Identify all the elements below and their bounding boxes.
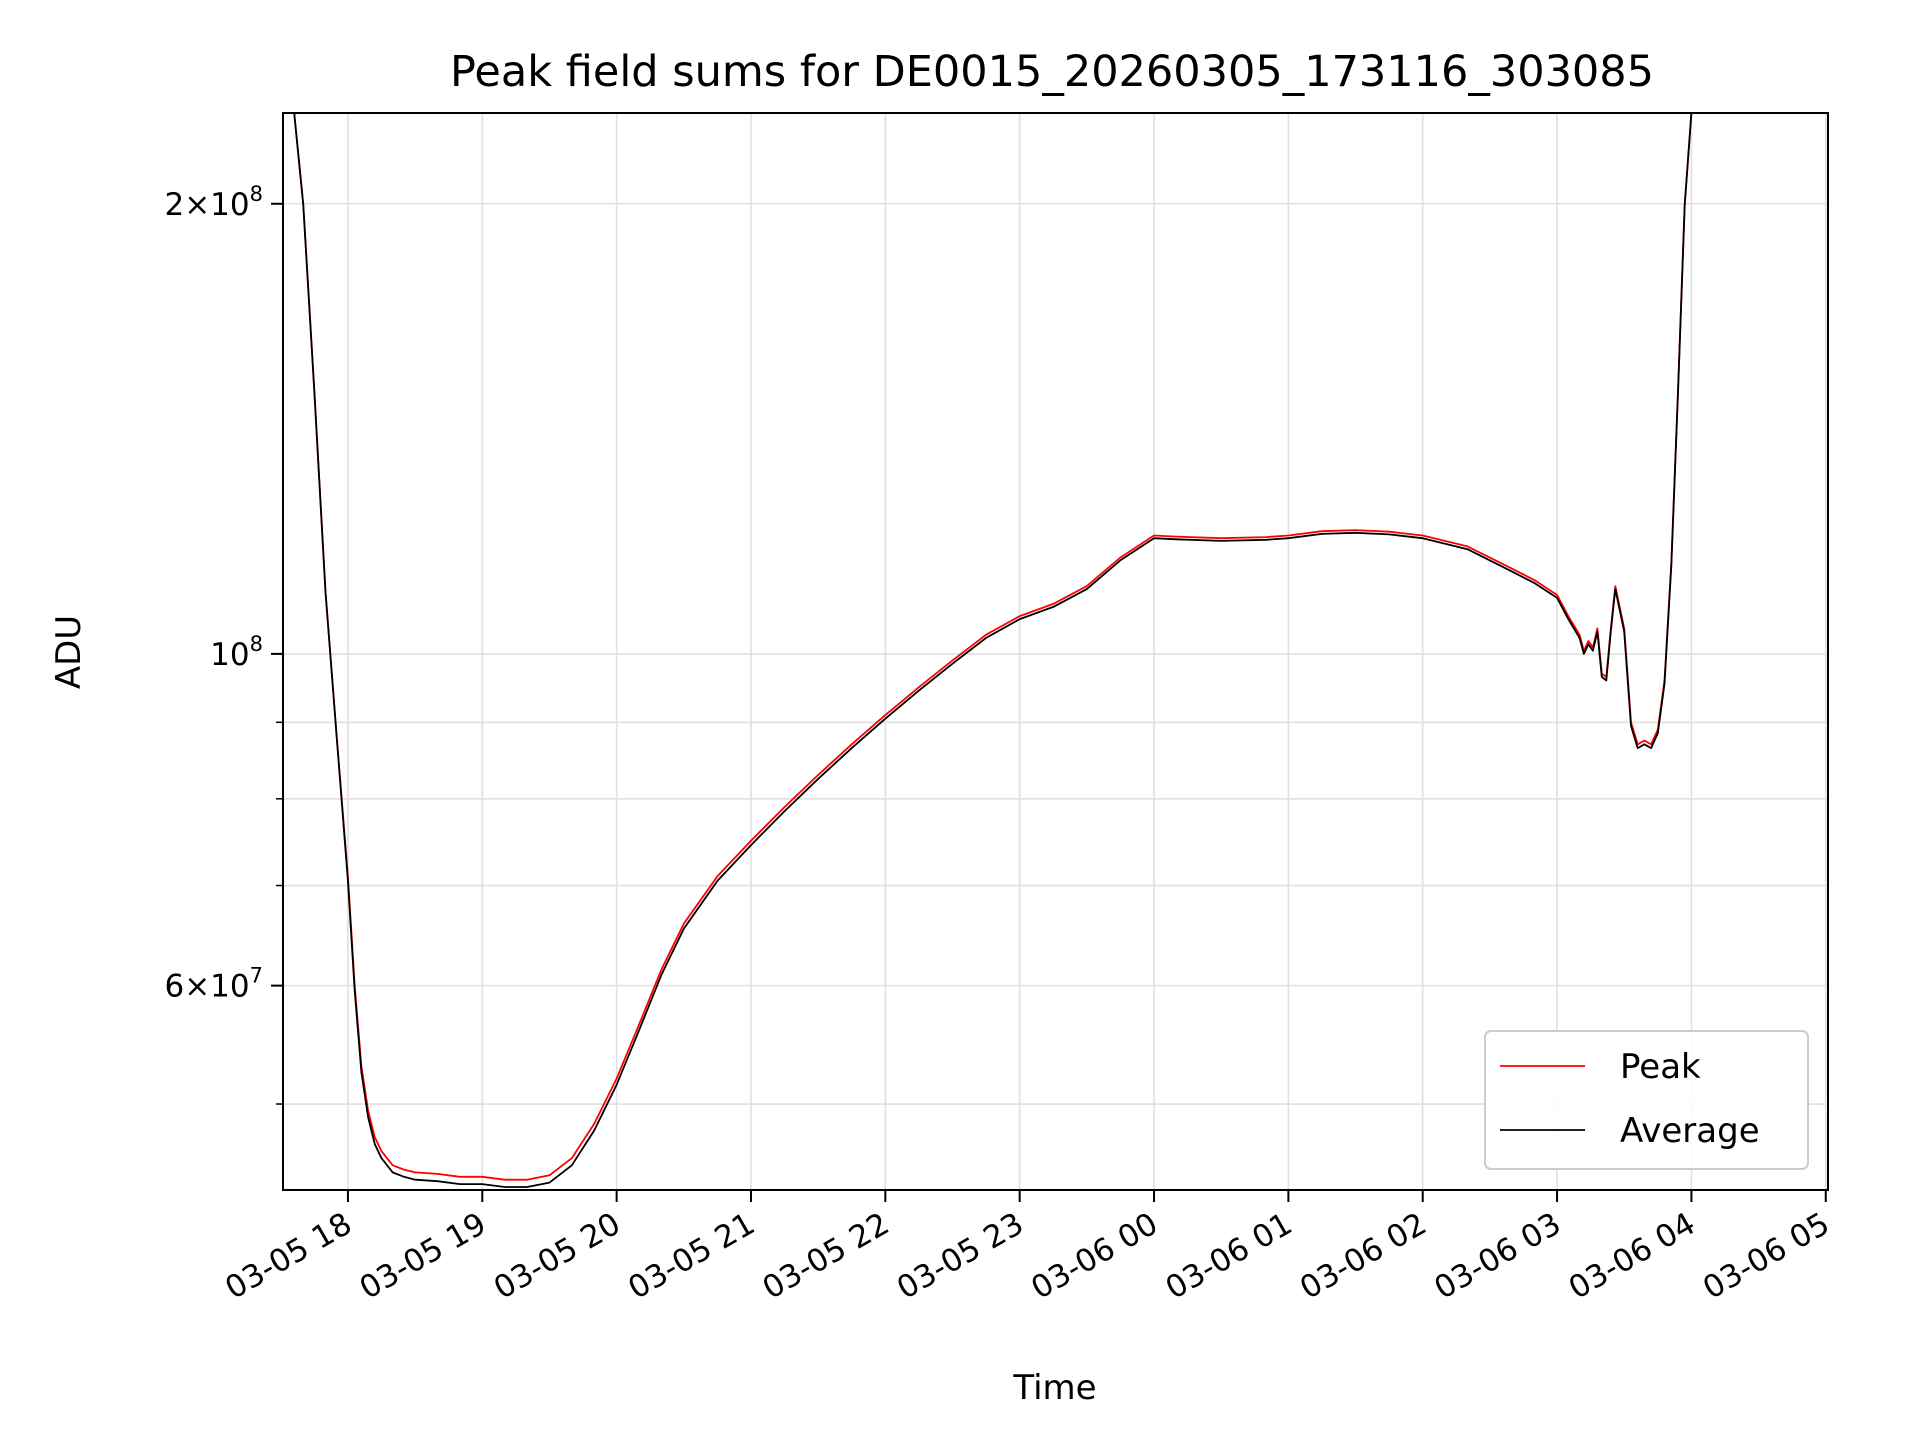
y-tick-mantissa: 6	[164, 969, 184, 1005]
y-tick-label: 108	[210, 632, 263, 673]
y-tick-exponent: 7	[250, 964, 263, 988]
y-axis-label: ADU	[49, 615, 89, 689]
y-tick-exponent: 8	[250, 182, 263, 206]
y-tick-label: 2×108	[164, 182, 263, 223]
y-tick-label: 6×107	[164, 964, 263, 1005]
grid	[283, 113, 1828, 1190]
y-axis-ticks: 2×108 108 6×107	[164, 182, 283, 1105]
x-axis-label: Time	[1012, 1368, 1096, 1408]
legend: Peak Average	[1484, 1030, 1809, 1170]
y-tick-exponent: 8	[250, 632, 263, 656]
series-layer	[283, 113, 1694, 1188]
chart-title: Peak field sums for DE0015_20260305_1731…	[450, 47, 1654, 97]
series-average-line	[283, 113, 1694, 1188]
y-tick-mantissa: 2	[164, 187, 184, 223]
plot-frame	[282, 112, 1829, 1191]
legend-peak-label: Peak	[1620, 1047, 1701, 1087]
legend-average-label: Average	[1620, 1111, 1760, 1151]
